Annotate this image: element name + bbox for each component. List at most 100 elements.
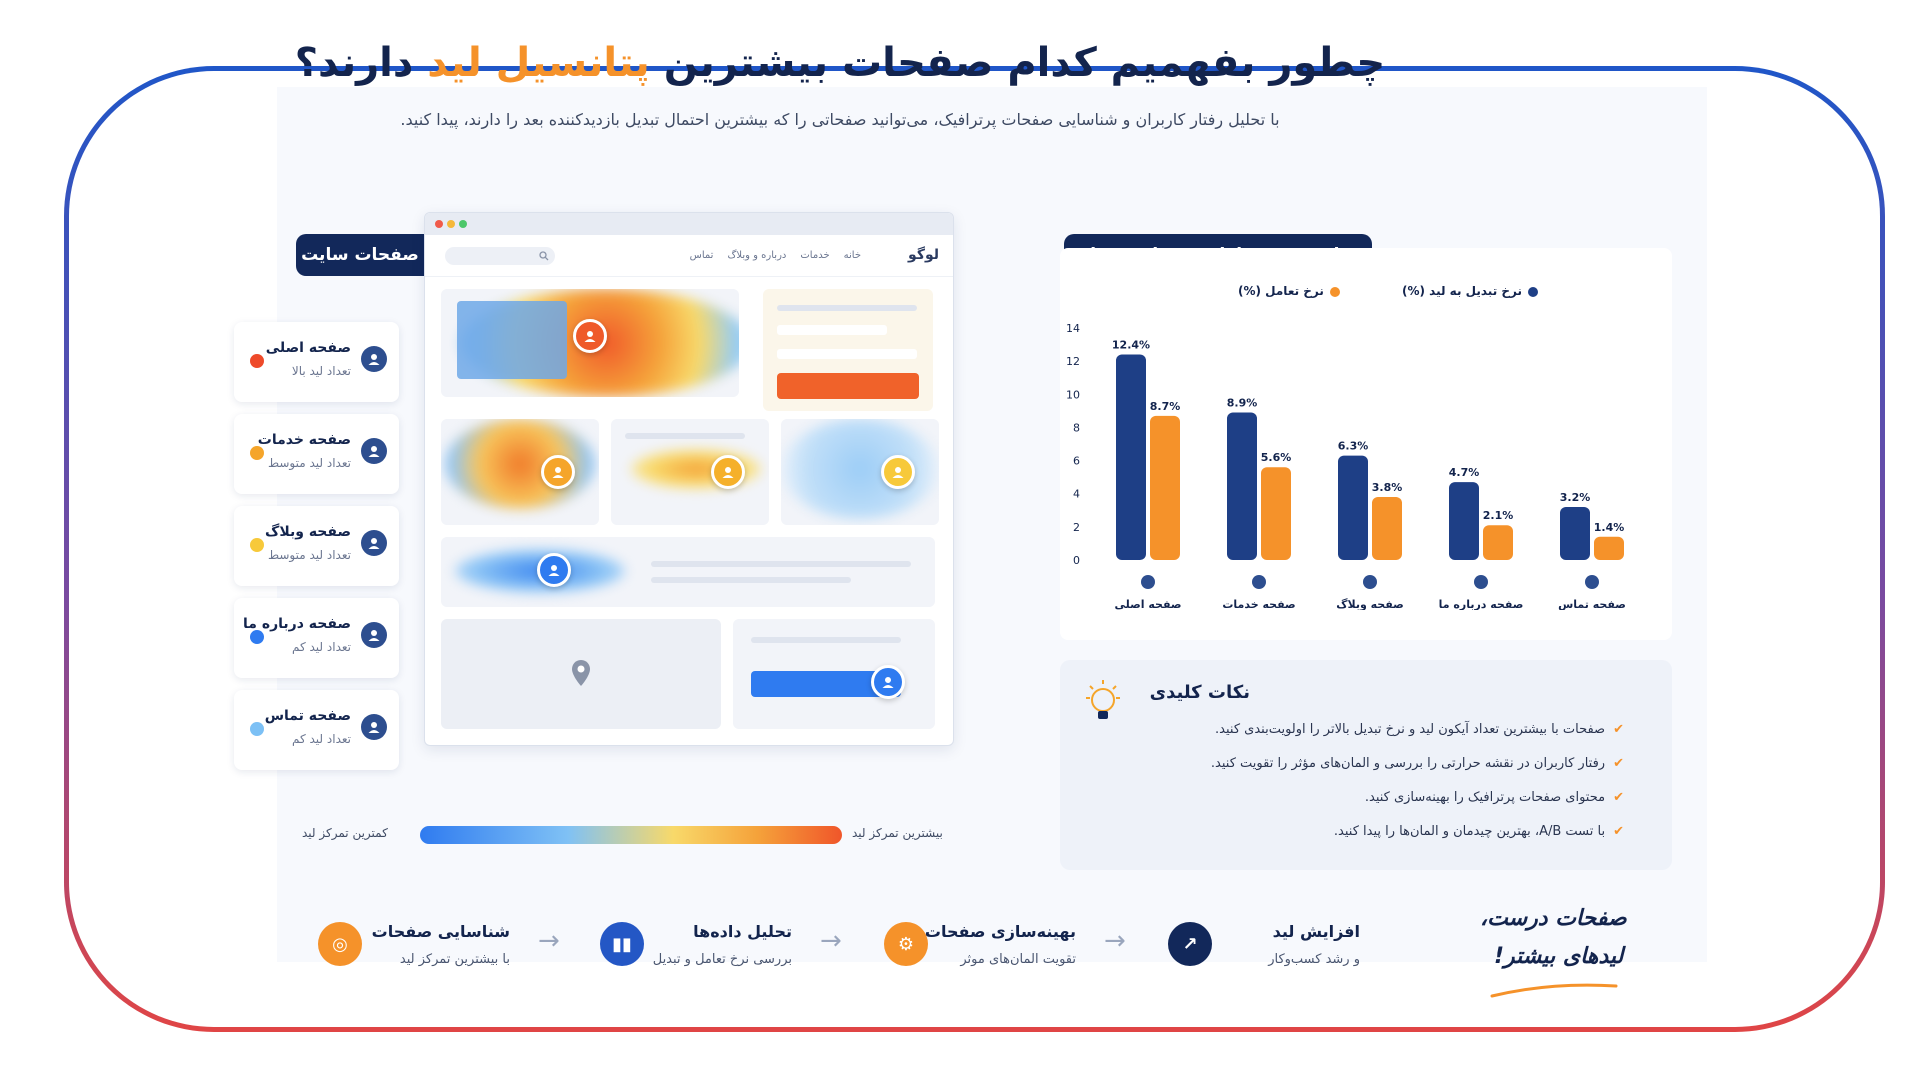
check-icon: ✔ xyxy=(1613,790,1624,805)
card-block-1 xyxy=(441,419,599,525)
image-placeholder xyxy=(457,301,567,379)
user-hotspot-icon xyxy=(881,455,915,489)
site-search-box xyxy=(445,247,555,265)
page-card: صفحه تماس تعداد لید کم xyxy=(234,690,399,770)
check-icon: ✔ xyxy=(1613,756,1624,771)
user-icon xyxy=(361,346,387,372)
y-tick-label: 2 xyxy=(1073,521,1080,534)
location-pin-icon xyxy=(572,660,590,686)
y-tick-label: 0 xyxy=(1073,554,1080,567)
y-tick-label: 12 xyxy=(1066,355,1080,368)
phone-icon xyxy=(1585,575,1599,589)
key-points-card xyxy=(1060,660,1672,870)
heat-level-dot xyxy=(250,722,264,736)
check-icon: ✔ xyxy=(1613,824,1624,839)
bar-engagement xyxy=(1372,497,1402,560)
gear-icon xyxy=(1252,575,1266,589)
title-highlight: پتانسیل لید xyxy=(427,40,650,86)
flow-arrow-icon: → xyxy=(538,926,560,956)
heat-scale-high-label: بیشترین تمرکز لید xyxy=(852,826,943,840)
bar-conversion xyxy=(1116,354,1146,560)
gear-icon: ⚙ xyxy=(884,922,928,966)
user-icon xyxy=(361,714,387,740)
page-card-name: صفحه وبلاگ xyxy=(265,524,351,540)
bar-conversion xyxy=(1449,482,1479,560)
bar-engagement xyxy=(1483,525,1513,560)
x-category-label: صفحه اصلی xyxy=(1115,598,1182,610)
flow-arrow-icon: → xyxy=(820,926,842,956)
heat-level-dot xyxy=(250,630,264,644)
key-point-item: ✔صفحات با بیشترین تعداد آیکون لید و نرخ … xyxy=(1215,722,1624,737)
growth-chart-icon: ↗ xyxy=(1168,922,1212,966)
x-category-label: صفحه خدمات xyxy=(1222,598,1295,610)
form-block-heat xyxy=(763,289,933,411)
user-icon xyxy=(361,438,387,464)
page-card: صفحه وبلاگ تعداد لید متوسط xyxy=(234,506,399,586)
x-category-label: صفحه درباره ما xyxy=(1439,598,1524,610)
title-part2: دارند؟ xyxy=(294,40,414,86)
nav-link-services: خدمات xyxy=(800,250,830,261)
key-point-item: ✔با تست A/B، بهترین چیدمان و المان‌ها را… xyxy=(1333,824,1624,839)
card-block-3 xyxy=(781,419,939,525)
bar-conversion xyxy=(1560,506,1590,560)
page-card: صفحه اصلی تعداد لید بالا xyxy=(234,322,399,402)
page-card: صفحه خدمات تعداد لید متوسط xyxy=(234,414,399,494)
nav-link-about-blog: درباره و وبلاگ xyxy=(727,250,787,261)
flow-step-title: بهینه‌سازی صفحات xyxy=(924,922,1076,941)
nav-link-contact: تماس xyxy=(689,250,714,261)
user-icon xyxy=(1474,575,1488,589)
bar-data-label: 8.9% xyxy=(1227,397,1258,410)
slogan-line1: صفحات درست، xyxy=(1480,906,1627,931)
browser-mockup: لوگو خانه خدمات درباره و وبلاگ تماس xyxy=(424,212,954,746)
bar-conversion xyxy=(1227,412,1257,560)
page-card: صفحه درباره ما تعداد لید کم xyxy=(234,598,399,678)
bar-data-label: 3.2% xyxy=(1560,491,1591,504)
document-icon xyxy=(1363,575,1377,589)
bar-conversion xyxy=(1338,455,1368,560)
home-icon xyxy=(1141,575,1155,589)
site-logo: لوگو xyxy=(908,247,939,263)
y-tick-label: 8 xyxy=(1073,421,1080,434)
page-title: چطور بفهمیم کدام صفحات بیشترین پتانسیل ل… xyxy=(240,40,1440,86)
lightbulb-icon xyxy=(1086,680,1120,719)
site-nav: لوگو خانه خدمات درباره و وبلاگ تماس xyxy=(425,235,953,277)
flow-arrow-icon: → xyxy=(1104,926,1126,956)
window-close-dot xyxy=(435,220,443,228)
browser-titlebar xyxy=(425,213,953,235)
bar-chart: 0 2 4 6 8 10 12 14 12.4% 8.7% صفحه اصلی 8.9% 5.6% صفح… xyxy=(1066,322,1626,610)
y-tick-label: 10 xyxy=(1066,388,1080,401)
title-part1: چطور بفهمیم کدام صفحات بیشترین xyxy=(663,40,1386,86)
legend-item-engagement: نرخ تعامل (%) xyxy=(1238,284,1340,298)
map-block xyxy=(441,619,721,729)
bar-data-label: 6.3% xyxy=(1338,440,1369,453)
bar-data-label: 12.4% xyxy=(1112,339,1150,352)
slogan-underline xyxy=(1490,983,1618,998)
bar-data-label: 3.8% xyxy=(1372,481,1403,494)
page-card-lead-level: تعداد لید کم xyxy=(291,732,351,746)
bar-data-label: 4.7% xyxy=(1449,466,1480,479)
x-category-label: صفحه تماس xyxy=(1558,598,1626,610)
window-max-dot xyxy=(459,220,467,228)
flow-step-subtitle: بررسی نرخ تعامل و تبدیل xyxy=(652,952,792,967)
key-points-title: نکات کلیدی xyxy=(1149,682,1250,703)
y-tick-label: 4 xyxy=(1073,488,1080,501)
legend-swatch-engagement xyxy=(1329,286,1340,297)
legend-swatch-conversion xyxy=(1528,286,1538,297)
slogan-line2: لیدهای بیشتر! xyxy=(1494,944,1624,969)
bar-engagement xyxy=(1594,536,1624,560)
page-card-name: صفحه اصلی xyxy=(265,340,351,356)
hero-block-heat xyxy=(441,289,739,397)
check-icon: ✔ xyxy=(1613,722,1624,737)
bar-engagement xyxy=(1261,467,1291,560)
heat-level-dot xyxy=(250,446,264,460)
page-card-lead-level: تعداد لید کم xyxy=(291,640,351,654)
contact-block xyxy=(733,619,935,729)
y-tick-label: 14 xyxy=(1066,322,1080,335)
page-subtitle: با تحلیل رفتار کاربران و شناسایی صفحات پ… xyxy=(400,110,1280,129)
bar-data-label: 1.4% xyxy=(1594,521,1625,534)
window-min-dot xyxy=(447,220,455,228)
flow-step-title: شناسایی صفحات xyxy=(371,922,510,941)
user-hotspot-icon xyxy=(541,455,575,489)
bar-engagement xyxy=(1150,415,1180,560)
heat-level-dot xyxy=(250,538,264,552)
